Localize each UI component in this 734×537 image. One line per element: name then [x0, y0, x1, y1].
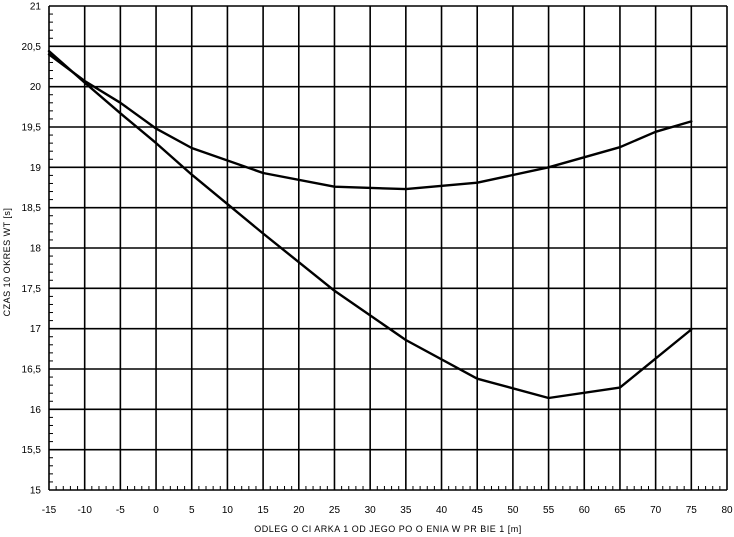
x-tick-label: 10 — [222, 505, 234, 516]
series-line-1 — [47, 53, 693, 191]
x-tick-label: 70 — [650, 505, 662, 516]
x-tick-label: 50 — [507, 505, 519, 516]
y-tick-label: 19,5 — [22, 123, 42, 134]
x-tick-label: 55 — [543, 505, 555, 516]
y-tick-label: 18 — [30, 244, 42, 255]
y-tick-label: 16,5 — [22, 365, 42, 376]
y-tick-label: 19 — [30, 163, 42, 174]
y-tick-label: 18,5 — [22, 203, 42, 214]
y-tick-labels: 15 15,5 16 16,5 17 17,5 18 18,5 19 19,5 20 20,5 21 — [22, 2, 42, 497]
x-tick-label: -5 — [116, 505, 125, 516]
minor-ticks — [49, 13, 721, 490]
grid — [48, 5, 728, 491]
y-tick-label: 15 — [30, 486, 42, 497]
x-tick-labels: -15 -10 -5 0 5 10 15 20 25 30 35 40 45 50 55 60 65 70 75 80 — [42, 505, 733, 516]
series-line-2 — [47, 50, 693, 400]
x-tick-label: 40 — [436, 505, 448, 516]
x-tick-label: -15 — [42, 505, 57, 516]
y-tick-label: 20,5 — [22, 42, 42, 53]
x-tick-label: 35 — [400, 505, 412, 516]
x-tick-label: 45 — [472, 505, 484, 516]
x-tick-label: 15 — [258, 505, 270, 516]
y-tick-label: 21 — [30, 2, 42, 13]
y-tick-label: 17 — [30, 324, 42, 335]
y-tick-label: 20 — [30, 82, 42, 93]
series-layer — [47, 50, 693, 400]
x-tick-label: 30 — [365, 505, 377, 516]
x-tick-label: 80 — [721, 505, 733, 516]
x-tick-label: -10 — [77, 505, 92, 516]
y-axis-label: CZAS 10 OKRES WT [s] — [2, 208, 12, 317]
x-tick-label: 5 — [189, 505, 195, 516]
x-tick-label: 25 — [329, 505, 341, 516]
y-tick-label: 16 — [30, 405, 42, 416]
y-tick-label: 15,5 — [22, 445, 42, 456]
x-tick-label: 75 — [686, 505, 698, 516]
x-tick-label: 60 — [579, 505, 591, 516]
x-axis-label: ODLEG O CI ARKA 1 OD JEGO PO O ENIA W PR… — [254, 524, 522, 534]
x-tick-label: 65 — [614, 505, 626, 516]
x-tick-label: 20 — [293, 505, 305, 516]
y-tick-label: 17,5 — [22, 284, 42, 295]
x-tick-label: 0 — [153, 505, 159, 516]
